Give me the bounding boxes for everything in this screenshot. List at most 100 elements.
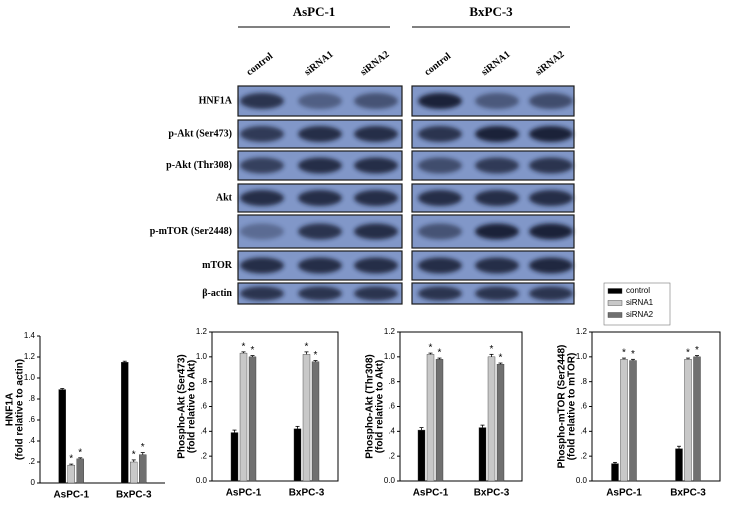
group-header: BxPC-3 bbox=[469, 4, 513, 19]
blot-band bbox=[418, 223, 462, 240]
y-tick-label: 0 bbox=[31, 478, 36, 487]
blot-band bbox=[418, 126, 462, 142]
blot-band bbox=[529, 257, 573, 274]
blot-band bbox=[475, 223, 519, 240]
y-axis-label: (fold relative to Akt) bbox=[187, 360, 198, 454]
bar bbox=[675, 448, 683, 482]
bar bbox=[435, 359, 444, 482]
blot-band bbox=[298, 286, 342, 301]
lane-label: siRNA1 bbox=[302, 49, 335, 78]
blot-band bbox=[354, 157, 398, 174]
bar bbox=[629, 360, 637, 482]
significance-mark: * bbox=[438, 348, 442, 359]
y-tick-label: .2 bbox=[200, 451, 207, 460]
y-axis-label: (fold relative to mTOR) bbox=[567, 353, 578, 461]
blot-band bbox=[475, 257, 519, 274]
significance-mark: * bbox=[499, 353, 503, 364]
y-tick-label: .2 bbox=[388, 451, 395, 460]
y-axis-label: Phospho-Akt (Thr308) bbox=[365, 354, 376, 458]
blot-band bbox=[240, 93, 284, 109]
y-tick-label: .2 bbox=[28, 457, 35, 466]
blot-band bbox=[240, 190, 284, 206]
blot-band bbox=[529, 93, 573, 109]
blot-band bbox=[475, 126, 519, 142]
row-label: β-actin bbox=[202, 288, 232, 299]
blot-band bbox=[240, 257, 284, 274]
y-tick-label: .4 bbox=[200, 426, 207, 435]
y-tick-label: 0.0 bbox=[196, 476, 208, 485]
plot-frame bbox=[591, 331, 721, 482]
significance-mark: * bbox=[141, 442, 145, 453]
legend-label: control bbox=[626, 286, 650, 295]
lane-label: siRNA2 bbox=[358, 49, 391, 78]
blot-band bbox=[475, 286, 519, 301]
legend-label: siRNA1 bbox=[626, 298, 654, 307]
bar bbox=[67, 464, 75, 484]
x-tick-label: BxPC-3 bbox=[289, 488, 325, 499]
x-tick-label: BxPC-3 bbox=[670, 488, 706, 499]
legend-label: siRNA2 bbox=[626, 310, 654, 319]
bar bbox=[417, 429, 426, 482]
bar bbox=[311, 361, 320, 482]
blot-band bbox=[354, 223, 398, 240]
blot-band bbox=[529, 190, 573, 206]
y-tick-label: 1.0 bbox=[196, 352, 208, 361]
y-tick-label: .8 bbox=[580, 377, 587, 386]
bar bbox=[239, 352, 248, 482]
blot-band bbox=[354, 286, 398, 301]
y-tick-label: .2 bbox=[580, 451, 587, 460]
bar bbox=[293, 428, 302, 482]
bar bbox=[139, 454, 147, 484]
bar bbox=[693, 356, 701, 482]
blot-band bbox=[240, 223, 284, 240]
y-tick-label: 0.0 bbox=[384, 476, 396, 485]
row-label: Akt bbox=[216, 192, 233, 203]
significance-mark: * bbox=[78, 447, 82, 458]
legend-swatch bbox=[607, 288, 623, 294]
blot-band bbox=[298, 190, 342, 206]
y-tick-label: .8 bbox=[28, 394, 35, 403]
row-label: p-Akt (Thr308) bbox=[166, 160, 232, 171]
y-tick-label: .4 bbox=[388, 426, 395, 435]
lane-label: siRNA2 bbox=[533, 49, 566, 78]
blot-band bbox=[529, 223, 573, 240]
blot-band bbox=[418, 157, 462, 174]
blot-band bbox=[240, 126, 284, 142]
significance-mark: * bbox=[686, 348, 690, 359]
blot-band bbox=[240, 286, 284, 301]
y-tick-label: .4 bbox=[28, 436, 35, 445]
bar bbox=[58, 389, 66, 484]
blot-band bbox=[418, 286, 462, 301]
blot-band bbox=[529, 126, 573, 142]
y-tick-label: 1.2 bbox=[196, 327, 208, 336]
y-axis-label: Phospho-mTOR (Ser2448) bbox=[557, 345, 568, 469]
group-header: AsPC-1 bbox=[293, 4, 336, 19]
y-tick-label: .8 bbox=[200, 377, 207, 386]
blot-band bbox=[298, 157, 342, 174]
lane-label: control bbox=[422, 51, 453, 78]
blot-band bbox=[418, 190, 462, 206]
x-tick-label: AsPC-1 bbox=[226, 488, 262, 499]
blot-band bbox=[475, 157, 519, 174]
significance-mark: * bbox=[251, 345, 255, 356]
row-label: p-Akt (Ser473) bbox=[168, 128, 232, 139]
bar bbox=[620, 359, 628, 482]
y-tick-label: .6 bbox=[200, 402, 207, 411]
blot-band bbox=[298, 126, 342, 142]
bar bbox=[130, 461, 138, 484]
blot-band bbox=[298, 223, 342, 240]
bar bbox=[496, 364, 505, 482]
significance-mark: * bbox=[132, 450, 136, 461]
blot-band bbox=[298, 257, 342, 274]
y-tick-label: 1.0 bbox=[384, 352, 396, 361]
significance-mark: * bbox=[490, 344, 494, 355]
blot-band bbox=[418, 257, 462, 274]
bar bbox=[302, 354, 311, 482]
y-tick-label: 1.0 bbox=[24, 373, 36, 382]
y-tick-label: .6 bbox=[28, 415, 35, 424]
y-tick-label: .6 bbox=[580, 402, 587, 411]
y-tick-label: 0.0 bbox=[576, 476, 588, 485]
significance-mark: * bbox=[305, 342, 309, 353]
blot-band bbox=[354, 190, 398, 206]
